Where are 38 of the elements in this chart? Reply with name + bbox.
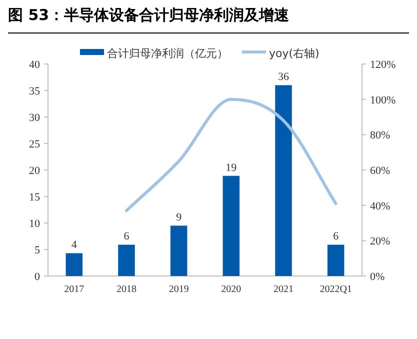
data-label: 19 <box>226 162 238 174</box>
y-tick-label: 40 <box>29 59 40 71</box>
x-tick-label: 2019 <box>168 284 189 295</box>
x-tick-label: 2017 <box>64 284 84 295</box>
y2-tick-label: 20% <box>370 236 390 248</box>
y-tick-label: 20 <box>29 165 40 177</box>
bar <box>170 226 188 276</box>
y2-tick-label: 120% <box>370 59 396 71</box>
y-tick-label: 25 <box>29 138 40 150</box>
bar <box>222 176 240 276</box>
legend-label: yoy(右轴) <box>269 47 320 60</box>
bar <box>275 85 292 276</box>
bar <box>118 244 135 276</box>
x-tick-label: 2020 <box>221 284 242 295</box>
chart-title: 图 53：半导体设备合计归母净利润及增速 <box>8 6 290 24</box>
y2-tick-label: 100% <box>370 94 396 106</box>
y-tick-label: 5 <box>34 244 40 256</box>
y2-tick-label: 40% <box>370 200 390 212</box>
y2-tick-label: 80% <box>370 130 390 142</box>
y-tick-label: 15 <box>29 192 40 204</box>
x-tick-label: 2021 <box>274 284 294 295</box>
legend-label: 合计归母净利润（亿元） <box>107 47 228 60</box>
y-tick-label: 10 <box>29 218 40 230</box>
y2-tick-label: 0% <box>370 271 385 283</box>
data-label: 36 <box>278 71 290 84</box>
bar <box>66 253 83 276</box>
y-tick-label: 0 <box>34 271 40 283</box>
data-label: 6 <box>124 230 130 243</box>
data-label: 4 <box>71 239 78 252</box>
y2-tick-label: 60% <box>370 165 390 177</box>
x-tick-label: 2022Q1 <box>320 284 352 295</box>
data-label: 9 <box>176 212 182 224</box>
data-label: 6 <box>333 230 340 243</box>
y-tick-label: 30 <box>29 112 40 124</box>
bar <box>327 244 344 276</box>
y-tick-label: 35 <box>29 86 40 98</box>
x-tick-label: 2018 <box>116 284 136 295</box>
line-series <box>125 98 338 212</box>
